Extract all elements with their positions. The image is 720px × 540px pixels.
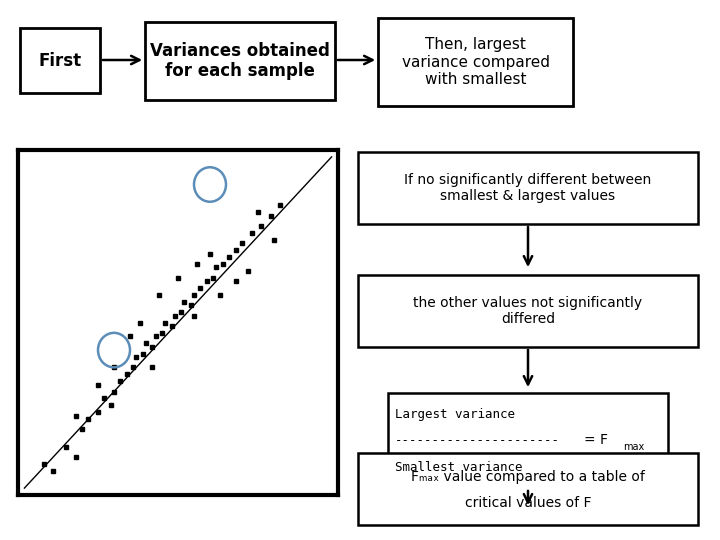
- Text: Smallest variance: Smallest variance: [395, 461, 523, 474]
- Text: Largest variance: Largest variance: [395, 408, 516, 421]
- Text: Variances obtained
for each sample: Variances obtained for each sample: [150, 42, 330, 80]
- Text: critical values of F: critical values of F: [464, 496, 591, 510]
- Text: If no significantly different between
smallest & largest values: If no significantly different between sm…: [405, 173, 652, 203]
- Text: Then, largest
variance compared
with smallest: Then, largest variance compared with sma…: [402, 37, 549, 87]
- Text: ----------------------: ----------------------: [395, 434, 560, 447]
- Text: max: max: [624, 442, 644, 452]
- Text: = F: = F: [584, 434, 608, 448]
- Text: First: First: [38, 51, 81, 70]
- Text: the other values not significantly
differed: the other values not significantly diffe…: [413, 296, 642, 326]
- Text: Fₘₐₓ value compared to a table of: Fₘₐₓ value compared to a table of: [411, 470, 645, 484]
